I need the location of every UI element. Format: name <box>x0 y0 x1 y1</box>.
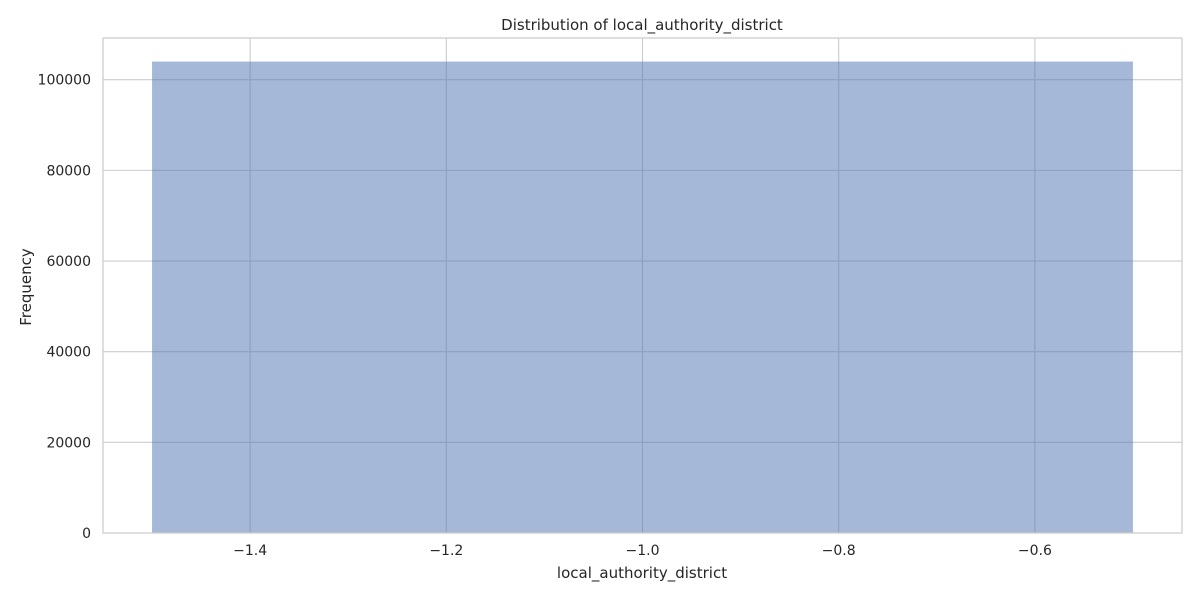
y-axis-title: Frequency <box>17 248 35 326</box>
y-tick-label: 40000 <box>46 345 91 361</box>
y-tick-labels: 0 20000 40000 60000 80000 100000 <box>38 73 91 542</box>
x-tick-label: −1.0 <box>626 543 660 559</box>
x-tick-label: −1.4 <box>233 543 267 559</box>
x-tick-label: −1.2 <box>429 543 463 559</box>
y-tick-label: 60000 <box>46 254 91 270</box>
y-tick-label: 20000 <box>46 435 91 451</box>
chart-title: Distribution of local_authority_district <box>501 16 783 35</box>
y-tick-label: 0 <box>82 526 91 542</box>
y-tick-label: 100000 <box>38 73 91 89</box>
histogram-bar <box>152 61 1133 533</box>
x-axis-title: local_authority_district <box>557 564 727 583</box>
x-tick-label: −0.8 <box>822 543 856 559</box>
x-tick-label: −0.6 <box>1018 543 1052 559</box>
plot-frame <box>102 37 1183 534</box>
x-tick-labels: −1.4 −1.2 −1.0 −0.8 −0.6 <box>233 543 1052 559</box>
bar-layer <box>152 61 1133 533</box>
y-tick-label: 80000 <box>46 163 91 179</box>
